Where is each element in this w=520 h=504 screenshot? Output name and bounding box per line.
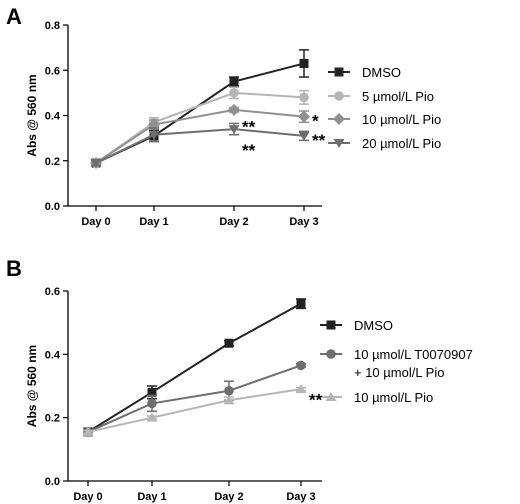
panel-a-data-point: [298, 131, 310, 141]
panel-b-data-point: [147, 398, 157, 409]
panel-b-data-point: [82, 426, 94, 436]
panel-b-legend-marker: [326, 349, 336, 359]
panel-a-legend-label: 10 µmol/L Pio: [362, 112, 441, 127]
panel-b-series-line: [87, 364, 302, 433]
panel-b-data-point: [295, 384, 307, 394]
panel-a-significance-marker: **: [242, 141, 256, 160]
panel-a-data-point: [299, 58, 309, 68]
panel-b-y-tick-label: 0.2: [45, 413, 60, 425]
panel-b-legend-label-line: + 10 µmol/L Pio: [354, 365, 444, 380]
panel-a-legend-marker: [334, 91, 344, 101]
panel-b-x-tick-label: Day 3: [286, 491, 315, 503]
panel-b-data-point: [224, 385, 234, 396]
panel-a-series-line: [95, 91, 305, 164]
panel-b-data-point: [296, 360, 306, 371]
panel-a-x-tick-label: Day 1: [139, 216, 168, 228]
panel-b-y-tick-label: 0.0: [45, 476, 60, 488]
panel-b-series-line: [87, 302, 302, 433]
panel-a-y-axis-title: Abs @ 560 nm: [25, 74, 39, 156]
panel-a-data-point: [148, 130, 160, 140]
panel-b-data-point: [223, 395, 235, 405]
panel-a-y-tick-label: 0.2: [45, 156, 60, 168]
panel-b-x-tick-label: Day 2: [214, 491, 243, 503]
panel-b-legend-label: 10 µmol/L T0070907 + 10 µmol/L Pio: [354, 347, 473, 380]
panel-a-significance-marker: **: [312, 131, 326, 150]
panel-a-legend-label-line: DMSO: [362, 65, 401, 80]
panel-b-legend-marker: [325, 392, 337, 401]
chart-panel-b: 0.0 0.2 0.4 0.6 Day 0 Day 1 Day 2 Day 3 Abs @ 56…: [25, 286, 473, 503]
chart-panel-a: 0.0 0.2 0.4 0.6 0.8 Day 0 Day 1 Day 2 Day 3 Abs @…: [25, 20, 441, 228]
panel-a-data-point: [228, 103, 240, 116]
panel-a-legend-marker: [334, 67, 344, 77]
panel-a-legend-label: 20 µmol/L Pio: [362, 136, 441, 151]
panel-b-x-tick-label: Day 0: [73, 491, 102, 503]
panel-a-x-tick-label: Day 0: [81, 216, 110, 228]
panel-b-y-tick-label: 0.4: [45, 349, 61, 361]
panel-b-data-point: [146, 412, 158, 422]
panel-label-a: A: [6, 4, 22, 29]
panel-a-legend-label: 5 µmol/L Pio: [362, 89, 434, 104]
panel-b-series-line: [87, 388, 302, 433]
panel-a-y-tick-label: 0.6: [45, 65, 60, 77]
panel-a-legend-label-line: 5 µmol/L Pio: [362, 89, 434, 104]
panel-a-legend-marker: [333, 113, 345, 125]
panel-b-legend-label-line: 10 µmol/L T0070907: [354, 347, 473, 362]
panel-label-b: B: [6, 256, 22, 281]
panel-b-x-tick-label: Day 1: [137, 491, 166, 503]
panel-a-legend-label: DMSO: [362, 65, 401, 80]
panel-a-data-point: [229, 77, 239, 87]
panel-a-data-point: [298, 110, 310, 123]
panel-a-y-tick-label: 0.8: [45, 20, 60, 32]
panel-b-legend-label-line: 10 µmol/L Pio: [354, 390, 433, 405]
panel-b-data-point: [224, 338, 234, 348]
panel-a-x-tick-label: Day 3: [289, 216, 318, 228]
panel-b-legend-marker: [326, 320, 336, 330]
panel-a-data-point: [229, 88, 239, 98]
panel-b-y-axis-title: Abs @ 560 nm: [25, 345, 39, 427]
panel-a-y-tick-label: 0.4: [45, 111, 61, 123]
panel-a-series-line: [95, 108, 305, 164]
panel-a-y-tick-label: 0.0: [45, 201, 60, 213]
panel-a-series-line: [95, 128, 305, 164]
panel-a-legend-marker: [333, 139, 345, 148]
panel-b-data-point: [147, 387, 157, 397]
panel-b-legend-label-line: DMSO: [354, 318, 393, 333]
panel-b-data-point: [296, 299, 306, 309]
panel-a-x-tick-label: Day 2: [219, 216, 248, 228]
panel-a-significance-marker: **: [242, 117, 256, 136]
panel-b-significance-marker: **: [309, 391, 323, 410]
panel-a-data-point: [90, 159, 102, 169]
panel-a-data-point: [228, 125, 240, 135]
panel-b-y-tick-label: 0.6: [45, 286, 60, 298]
panel-b-legend-label: 10 µmol/L Pio: [354, 390, 433, 405]
panel-a-legend-label-line: 10 µmol/L Pio: [362, 112, 441, 127]
panel-b-legend-label: DMSO: [354, 318, 393, 333]
panel-a-significance-marker: *: [312, 112, 319, 131]
panel-a-data-point: [299, 92, 309, 103]
panel-a-legend-label-line: 20 µmol/L Pio: [362, 136, 441, 151]
